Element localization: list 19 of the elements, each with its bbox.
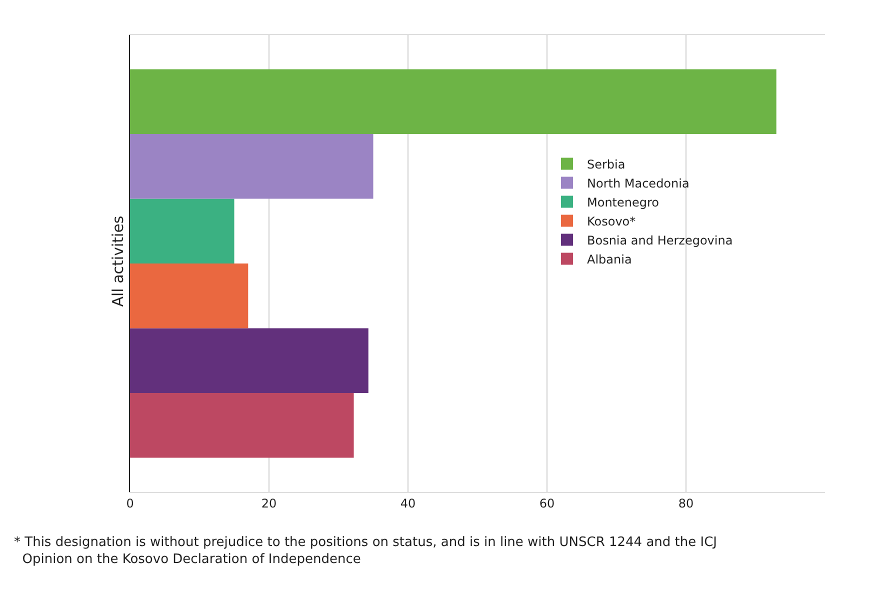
x-tick-label: 20 bbox=[261, 496, 277, 510]
bar bbox=[130, 328, 368, 393]
legend-label: Serbia bbox=[587, 157, 626, 172]
x-tick-label: 0 bbox=[126, 496, 134, 510]
bar bbox=[130, 69, 776, 134]
x-tick-label: 60 bbox=[539, 496, 555, 510]
y-tick-label: All activities bbox=[109, 216, 127, 307]
legend-label: North Macedonia bbox=[587, 176, 690, 190]
x-tick-label: 40 bbox=[400, 496, 416, 510]
legend-label: Albania bbox=[587, 252, 632, 266]
text: * This designation is without prejudice to the positions on status, and is in line with UNSCR 1244 and the ICJ Opinion on the Kosovo Declaration of Independence bbox=[14, 535, 718, 567]
bar bbox=[130, 134, 374, 199]
bar bbox=[130, 392, 354, 458]
legend-label: Bosnia and Herzegovina bbox=[587, 233, 733, 248]
bar bbox=[130, 264, 248, 328]
bar bbox=[130, 198, 234, 264]
legend-label: Montenegro bbox=[587, 195, 660, 210]
x-tick-label: 80 bbox=[678, 496, 694, 510]
legend-label: Kosovo* bbox=[587, 214, 636, 228]
